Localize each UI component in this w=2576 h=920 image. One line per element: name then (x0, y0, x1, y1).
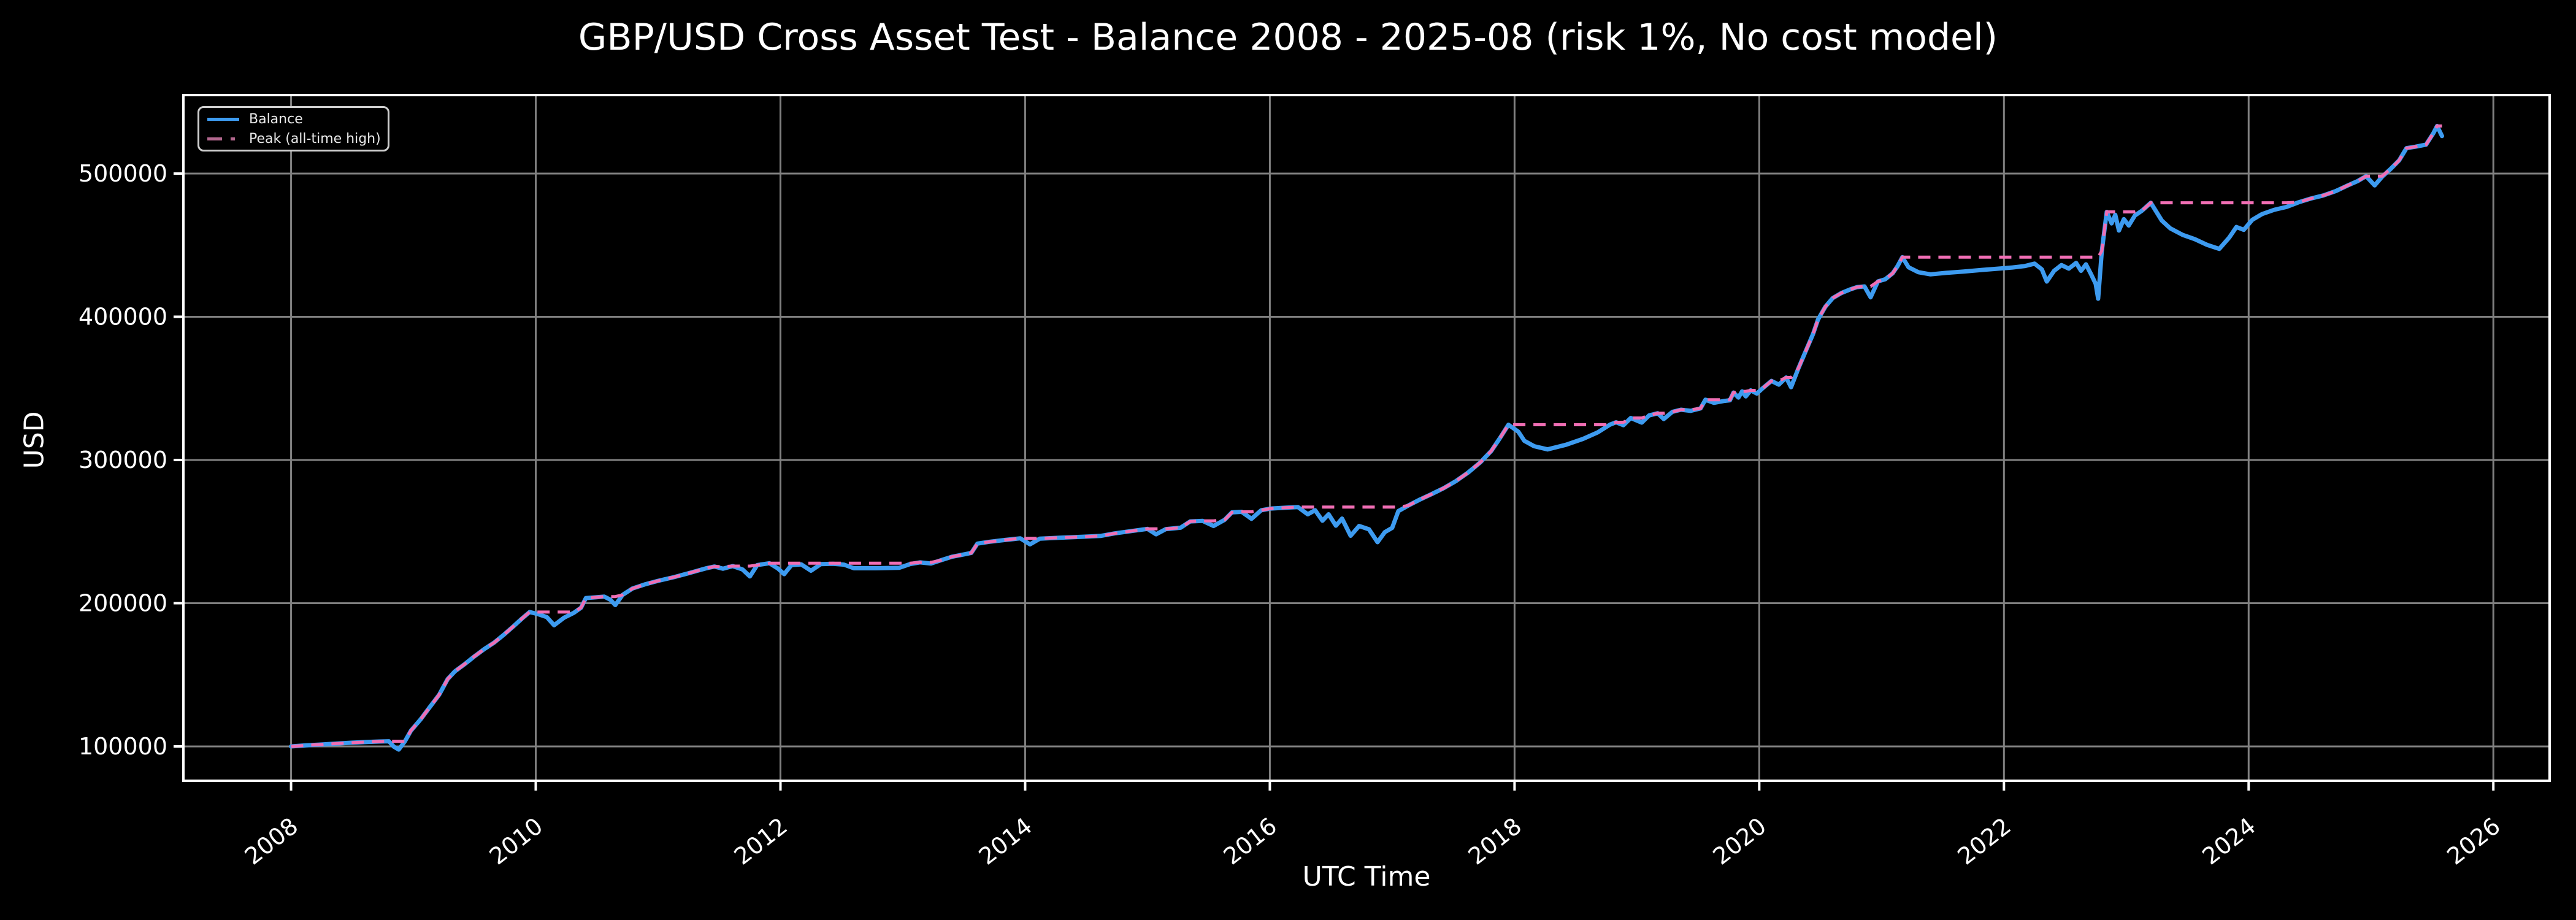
y-tick-label: 200000 (79, 589, 167, 616)
peak-line (291, 124, 2442, 748)
balance-line-icon (207, 117, 239, 121)
legend-label-balance: Balance (249, 111, 303, 127)
axes-spines (182, 94, 2551, 782)
peak-series-path (291, 124, 2442, 748)
y-tick-label: 400000 (79, 303, 167, 330)
y-tick-label: 300000 (79, 447, 167, 473)
chart-title: GBP/USD Cross Asset Test - Balance 2008 … (578, 16, 1998, 59)
tick-labels: 2008 2010 2012 2014 2016 2018 2020 2022 2024 2026… (79, 160, 2505, 870)
y-tick-label: 100000 (79, 733, 167, 760)
y-axis-label: USD (18, 411, 50, 469)
axis-ticks (174, 172, 2495, 791)
legend: Balance Peak (all-time high) (197, 106, 389, 151)
x-axis-label: UTC Time (1302, 861, 1431, 892)
y-tick-label: 500000 (79, 160, 167, 187)
peak-dashed-line-icon (207, 137, 239, 140)
legend-item-balance: Balance (207, 112, 380, 127)
plot-border (182, 94, 2551, 782)
grid-lines (183, 95, 2550, 781)
legend-item-peak: Peak (all-time high) (207, 131, 381, 147)
legend-label-peak: Peak (all-time high) (249, 131, 381, 147)
balance-series-path (289, 123, 2444, 752)
balance-line (289, 123, 2444, 752)
